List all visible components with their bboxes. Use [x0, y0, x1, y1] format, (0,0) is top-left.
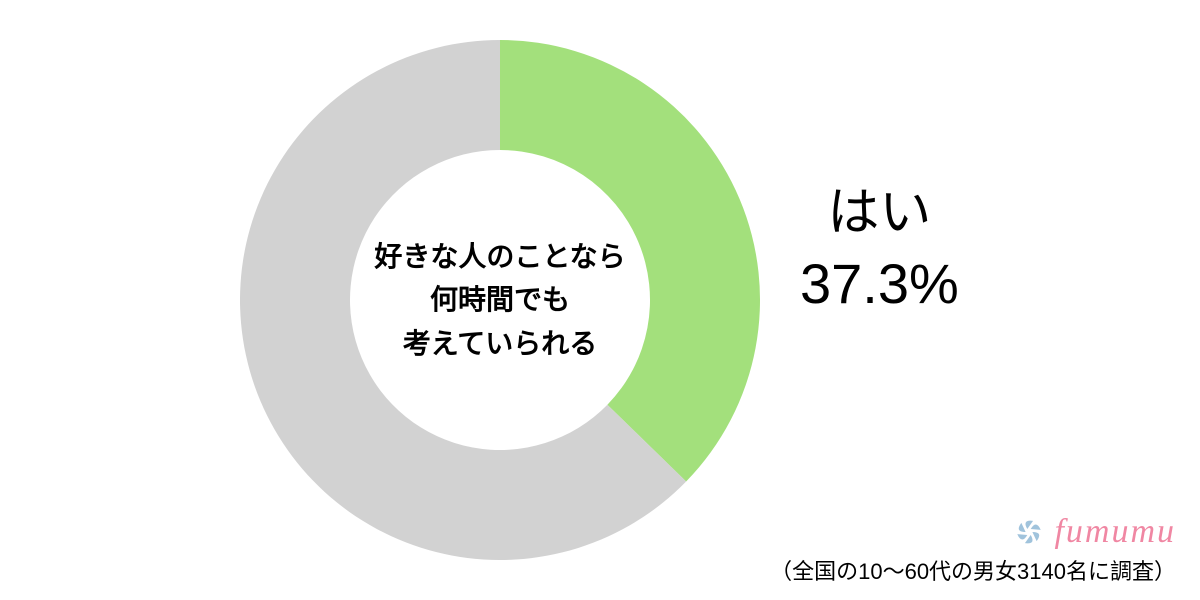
footer: fumumu （全国の10〜60代の男女3140名に調査） — [770, 513, 1176, 586]
logo-text: fumumu — [1054, 513, 1176, 551]
donut-chart: 好きな人のことなら 何時間でも 考えていられる — [240, 40, 760, 560]
logo-flower-icon — [1012, 515, 1046, 549]
value-label-percent: 37.3% — [800, 251, 959, 316]
logo: fumumu — [1012, 513, 1176, 551]
donut-svg — [240, 40, 760, 560]
survey-caption: （全国の10〜60代の男女3140名に調査） — [770, 554, 1176, 586]
value-label-text: はい — [827, 170, 931, 245]
value-label: はい 37.3% — [800, 170, 959, 316]
